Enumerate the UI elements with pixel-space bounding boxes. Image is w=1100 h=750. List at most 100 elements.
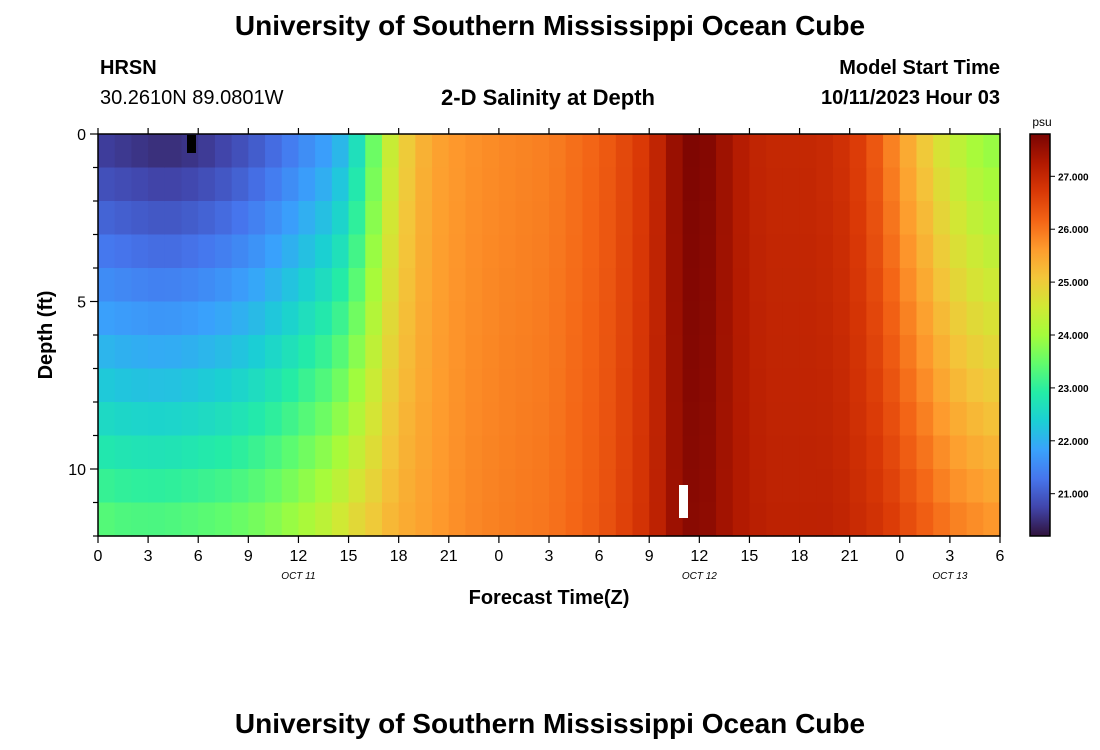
heatmap-cell <box>231 469 249 504</box>
heatmap-cell <box>98 402 116 437</box>
heatmap-cell <box>248 268 266 303</box>
heatmap-cell <box>448 435 467 470</box>
heatmap-cell <box>98 167 116 202</box>
heatmap-cell <box>381 201 400 236</box>
heatmap-cell <box>899 134 918 169</box>
heatmap-cell <box>98 301 116 336</box>
heatmap-cell <box>615 301 634 336</box>
heatmap-cell <box>615 134 634 169</box>
heatmap-cell <box>549 201 567 236</box>
heatmap-cell <box>816 502 834 537</box>
heatmap-cell <box>766 469 784 504</box>
heatmap-cell <box>532 335 550 370</box>
heatmap-cell <box>381 502 400 537</box>
heatmap-cell <box>231 368 249 403</box>
heatmap-cell <box>482 335 500 370</box>
heatmap-cell <box>214 502 233 537</box>
heatmap-cell <box>565 134 583 169</box>
heatmap-cell <box>515 234 533 269</box>
heatmap-cell <box>565 502 583 537</box>
heatmap-cell <box>131 134 149 169</box>
heatmap-cell <box>432 402 450 437</box>
heatmap-cell <box>782 368 801 403</box>
heatmap-cell <box>415 502 433 537</box>
colorbar-tick-label: 22.000 <box>1058 437 1089 448</box>
heatmap-cell <box>331 435 350 470</box>
heatmap-cell <box>515 201 533 236</box>
heatmap-cell <box>432 201 450 236</box>
heatmap-cell <box>365 502 383 537</box>
heatmap-cell <box>665 368 684 403</box>
heatmap-cell <box>849 301 867 336</box>
heatmap-cell <box>198 234 216 269</box>
heatmap-cell <box>365 234 383 269</box>
heatmap-cell <box>716 435 734 470</box>
heatmap-cell <box>565 301 583 336</box>
heatmap-cell <box>265 435 283 470</box>
heatmap-cell <box>649 234 667 269</box>
heatmap-cell <box>649 167 667 202</box>
heatmap-cell <box>983 502 1001 537</box>
heatmap-cell <box>265 368 283 403</box>
heatmap-cell <box>498 368 517 403</box>
heatmap-cell <box>114 167 132 202</box>
heatmap-cell <box>933 234 951 269</box>
heatmap-cell <box>782 469 801 504</box>
heatmap-cell <box>532 435 550 470</box>
heatmap-cell <box>181 469 199 504</box>
heatmap-cell <box>716 469 734 504</box>
heatmap-cell <box>832 335 851 370</box>
heatmap-cell <box>265 469 283 504</box>
heatmap-cell <box>816 134 834 169</box>
heatmap-cell <box>832 502 851 537</box>
heatmap-cell <box>164 502 183 537</box>
heatmap-cell <box>565 167 583 202</box>
plot-title: 2-D Salinity at Depth <box>441 85 655 110</box>
heatmap-cell <box>181 301 199 336</box>
heatmap-cell <box>198 268 216 303</box>
heatmap-cell <box>933 201 951 236</box>
heatmap-cell <box>298 301 316 336</box>
heatmap-cell <box>732 167 751 202</box>
heatmap-cell <box>883 469 901 504</box>
heatmap-cell <box>849 368 867 403</box>
heatmap-cell <box>599 301 617 336</box>
heatmap-cell <box>632 268 650 303</box>
heatmap-cell <box>565 268 583 303</box>
heatmap-cell <box>298 167 316 202</box>
heatmap-cell <box>782 268 801 303</box>
heatmap-cell <box>816 167 834 202</box>
heatmap-cell <box>899 502 918 537</box>
heatmap-cell <box>816 201 834 236</box>
heatmap-cell <box>181 335 199 370</box>
heatmap-cell <box>315 435 333 470</box>
heatmap-cell <box>298 268 316 303</box>
heatmap-cell <box>799 234 817 269</box>
heatmap-cell <box>348 268 366 303</box>
y-axis: 0 5 10 <box>68 127 98 537</box>
heatmap-cell <box>582 134 600 169</box>
heatmap-cell <box>315 368 333 403</box>
heatmap-cell <box>983 201 1001 236</box>
heatmap-cell <box>515 368 533 403</box>
heatmap-cell <box>114 335 132 370</box>
heatmap-cell <box>248 234 266 269</box>
heatmap-cell <box>498 234 517 269</box>
heatmap-cell <box>649 502 667 537</box>
heatmap-cell <box>114 368 132 403</box>
heatmap-cell <box>866 167 884 202</box>
heatmap-cell <box>265 268 283 303</box>
heatmap-cell <box>498 167 517 202</box>
heatmap-cell <box>415 469 433 504</box>
heatmap-cell <box>682 134 700 169</box>
heatmap-cell <box>933 134 951 169</box>
heatmap-cell <box>214 167 233 202</box>
heatmap-cell <box>298 402 316 437</box>
heatmap-cell <box>849 201 867 236</box>
colorbar <box>1029 133 1051 537</box>
heatmap-cell <box>131 502 149 537</box>
heatmap-cell <box>365 167 383 202</box>
heatmap-cell <box>181 268 199 303</box>
heatmap-cell <box>766 335 784 370</box>
heatmap-cell <box>498 402 517 437</box>
